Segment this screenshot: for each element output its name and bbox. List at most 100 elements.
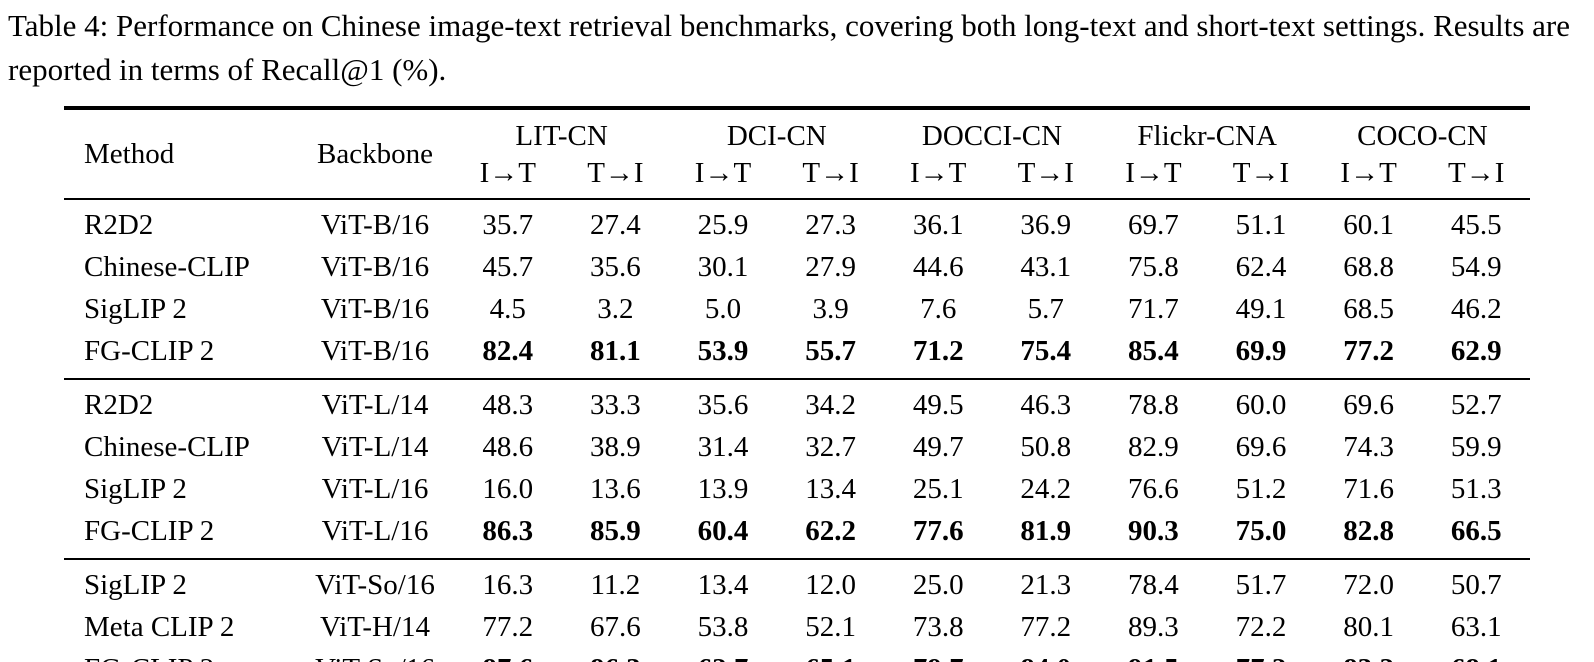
value-cell: 81.9 [1020, 515, 1072, 547]
value-cell: 49.7 [912, 431, 964, 463]
value-cell: 16.0 [482, 473, 534, 505]
row-group-0: R2D2 ViT-B/16 35.7 27.4 25.9 27.3 36.1 36.9 69.7… [64, 199, 1530, 379]
value-cell: 11.2 [590, 569, 641, 601]
method-cell: FG-CLIP 2 [84, 335, 215, 367]
value-cell: 85.4 [1128, 335, 1179, 367]
method-cell: R2D2 [84, 389, 154, 421]
backbone-cell: ViT-B/16 [320, 293, 430, 325]
value-cell: 24.2 [1020, 473, 1072, 505]
value-cell: 33.3 [590, 389, 641, 421]
value-cell: 3.9 [812, 293, 849, 325]
benchmark-group-header-2: DOCCI-CN [921, 120, 1063, 152]
method-cell: SigLIP 2 [84, 473, 187, 505]
value-cell: 35.7 [482, 209, 534, 241]
value-cell: 13.6 [590, 473, 641, 505]
value-cell: 13.4 [805, 473, 856, 505]
value-cell: 77.6 [912, 515, 964, 547]
value-cell: 45.5 [1450, 209, 1502, 241]
value-cell: 80.1 [1343, 611, 1394, 643]
value-cell: 12.0 [805, 569, 856, 601]
value-cell: 75.4 [1020, 335, 1072, 367]
value-cell: 45.7 [482, 251, 534, 283]
method-cell: SigLIP 2 [84, 569, 187, 601]
value-cell: 76.6 [1128, 473, 1179, 505]
value-cell: 82.9 [1128, 431, 1179, 463]
value-cell: 86.3 [562, 649, 670, 662]
value-cell: 71.7 [1128, 293, 1179, 325]
value-cell: 74.3 [1343, 431, 1394, 463]
results-table: Method Backbone LIT-CN DCI-CN DOCCI-CN Flickr… [64, 106, 1530, 662]
value-cell: 51.7 [1235, 569, 1287, 601]
value-cell: 62.4 [1235, 251, 1287, 283]
value-cell: 3.2 [597, 293, 634, 325]
value-cell: 13.9 [697, 473, 749, 505]
value-cell: 89.3 [1128, 611, 1179, 643]
value-cell: 83.2 [1315, 649, 1423, 662]
value-cell: 66.5 [1450, 515, 1502, 547]
value-cell: 48.6 [482, 431, 534, 463]
value-cell: 72.2 [1235, 611, 1287, 643]
value-cell: 49.1 [1235, 293, 1287, 325]
table-row: Chinese-CLIP ViT-L/14 48.6 38.9 31.4 32.7 49.7… [64, 427, 1530, 469]
value-cell: 35.6 [697, 389, 749, 421]
value-cell: 36.9 [1020, 209, 1072, 241]
sub-header-text-to-image: T→I [802, 157, 859, 189]
value-cell: 53.9 [697, 335, 749, 367]
method-cell: Chinese-CLIP [84, 431, 250, 463]
sub-header-image-to-text: I→T [479, 157, 536, 189]
value-cell: 52.1 [805, 611, 856, 643]
benchmark-group-header-4: COCO-CN [1357, 120, 1488, 152]
value-cell: 82.8 [1343, 515, 1394, 547]
value-cell: 91.5 [1100, 649, 1208, 662]
table-row: SigLIP 2 ViT-L/16 16.0 13.6 13.9 13.4 25.1 24.2… [64, 469, 1530, 511]
sub-header-image-to-text: I→T [694, 157, 752, 189]
value-cell: 69.7 [1128, 209, 1179, 241]
value-cell: 87.6 [454, 649, 562, 662]
value-cell: 51.3 [1450, 473, 1502, 505]
value-cell: 54.9 [1450, 251, 1502, 283]
value-cell: 86.3 [482, 515, 534, 547]
value-cell: 79.7 [884, 649, 992, 662]
value-cell: 69.9 [1235, 335, 1287, 367]
value-cell: 60.0 [1235, 389, 1287, 421]
table-row: R2D2 ViT-L/14 48.3 33.3 35.6 34.2 49.5 46.3 78.8… [64, 379, 1530, 427]
table-row: Chinese-CLIP ViT-B/16 45.7 35.6 30.1 27.9 44.6… [64, 247, 1530, 289]
method-cell: Meta CLIP 2 [84, 611, 235, 643]
value-cell: 81.1 [590, 335, 641, 367]
table-row: SigLIP 2 ViT-So/16 16.3 11.2 13.4 12.0 25.0 21.… [64, 559, 1530, 607]
sub-header-text-to-image: T→I [587, 157, 644, 189]
benchmark-group-header-0: LIT-CN [515, 120, 608, 152]
value-cell: 75.0 [1235, 515, 1287, 547]
value-cell: 60.1 [1343, 209, 1394, 241]
value-cell: 77.2 [1020, 611, 1072, 643]
value-cell: 65.1 [777, 649, 885, 662]
table-row: Meta CLIP 2 ViT-H/14 77.2 67.6 53.8 52.1 73.8 7… [64, 607, 1530, 649]
sub-header-text-to-image: T→I [1448, 157, 1505, 189]
backbone-cell: ViT-L/16 [321, 473, 429, 505]
column-header-method: Method [84, 137, 175, 170]
column-header-backbone: Backbone [317, 137, 433, 170]
table-row: R2D2 ViT-B/16 35.7 27.4 25.9 27.3 36.1 36.9 69.7… [64, 199, 1530, 247]
value-cell: 85.9 [590, 515, 641, 547]
value-cell: 32.7 [805, 431, 856, 463]
value-cell: 35.6 [590, 251, 641, 283]
value-cell: 53.8 [697, 611, 749, 643]
row-group-2: SigLIP 2 ViT-So/16 16.3 11.2 13.4 12.0 25.0 21.… [64, 559, 1530, 662]
table-header: Method Backbone LIT-CN DCI-CN DOCCI-CN Flickr… [64, 108, 1530, 199]
sub-header-text-to-image: T→I [1232, 157, 1290, 189]
value-cell: 62.7 [669, 649, 777, 662]
value-cell: 82.4 [482, 335, 534, 367]
value-cell: 68.8 [1343, 251, 1394, 283]
method-cell: Chinese-CLIP [84, 251, 250, 283]
value-cell: 50.8 [1020, 431, 1072, 463]
table-row: FG-CLIP 2ViT-So/1687.686.362.765.179.784… [64, 649, 1530, 662]
table-row: SigLIP 2 ViT-B/16 4.5 3.2 5.0 3.9 7.6 5.7 71.7 49… [64, 289, 1530, 331]
value-cell: 5.0 [704, 293, 742, 325]
value-cell: 48.3 [482, 389, 534, 421]
value-cell: 51.1 [1235, 209, 1287, 241]
value-cell: 13.4 [697, 569, 749, 601]
backbone-cell: ViT-L/14 [321, 389, 429, 421]
backbone-cell: ViT-L/14 [321, 431, 429, 463]
benchmark-group-header-1: DCI-CN [726, 120, 827, 152]
